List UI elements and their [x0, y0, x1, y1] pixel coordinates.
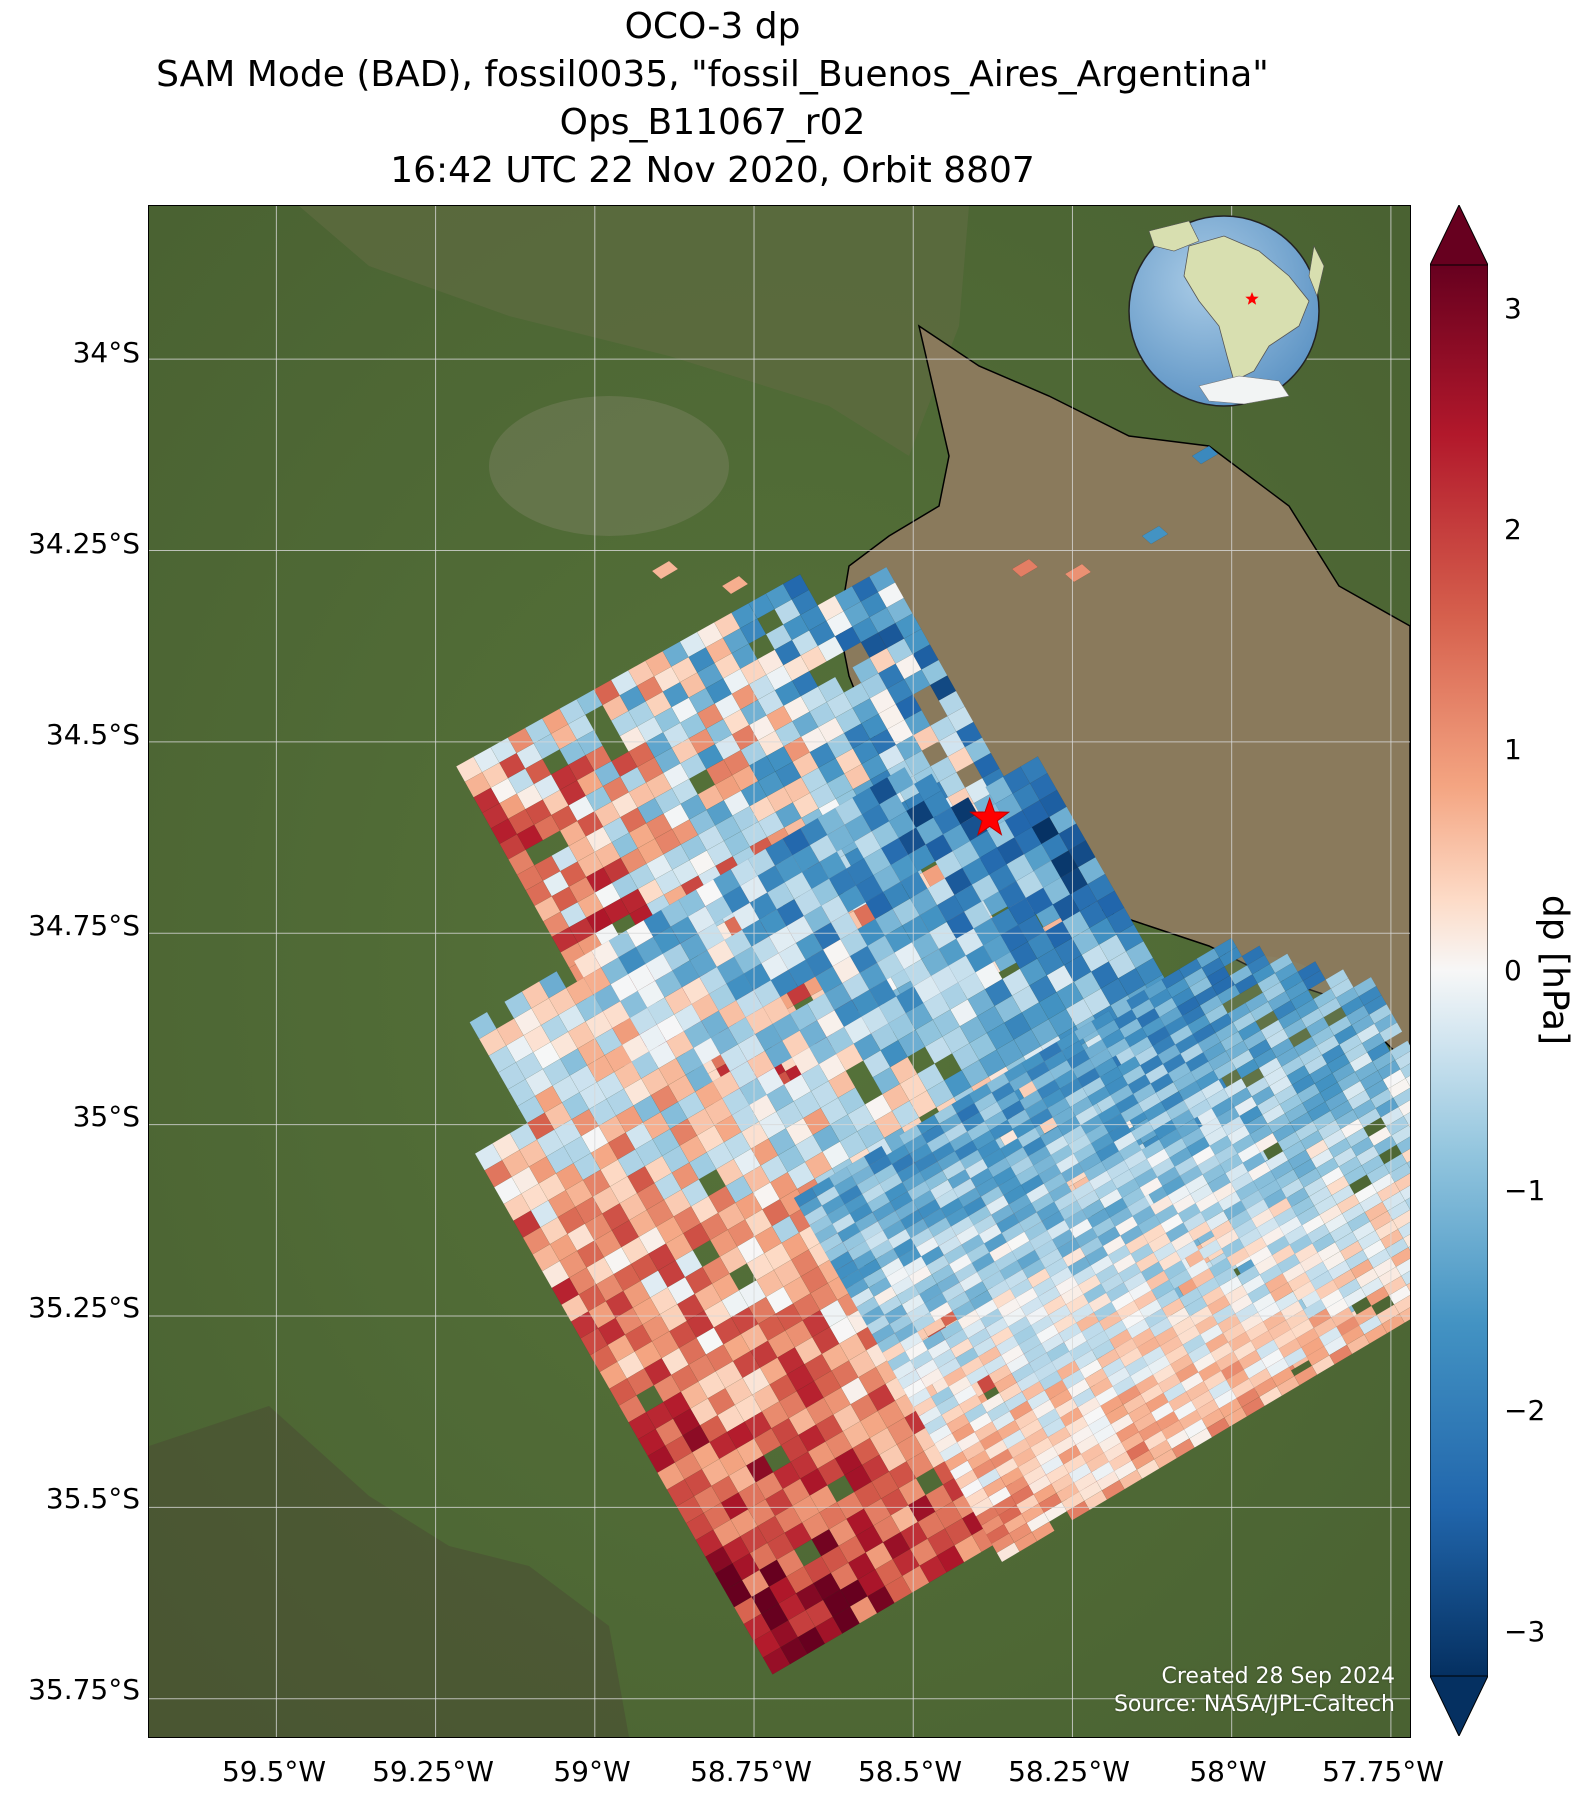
- sounding-cell: [1064, 563, 1092, 583]
- globe-target-star: [1245, 292, 1259, 305]
- sounding-cell: [1408, 1124, 1410, 1128]
- sounding-cell: [1404, 1197, 1410, 1210]
- lat-label-35-75s: 35.75°S: [28, 1673, 140, 1706]
- lat-label-35-5s: 35.5°S: [45, 1482, 140, 1515]
- colorbar-tick-label: 1: [1504, 733, 1522, 767]
- delta-wetland: [299, 206, 969, 456]
- sounding-cell: [1191, 445, 1219, 465]
- sounding-cell: [1141, 525, 1169, 545]
- colorbar-tick-label: −3: [1504, 1614, 1546, 1648]
- lon-label-57-75w: 57.75°W: [1322, 1755, 1444, 1788]
- sounding-cell: [651, 560, 679, 580]
- source-credit: Source: NASA/JPL-Caltech: [1113, 1692, 1395, 1717]
- sounding-cell: [721, 575, 749, 595]
- colorbar-tick-label: 2: [1504, 512, 1522, 546]
- globe-antarctica: [1198, 375, 1290, 405]
- lon-label-59-25w: 59.25°W: [372, 1755, 494, 1788]
- lat-label-34s: 34°S: [72, 336, 140, 369]
- lat-label-34-5s: 34.5°S: [45, 718, 140, 751]
- colorbar-tick-label: −2: [1504, 1394, 1546, 1428]
- lon-label-59w: 59°W: [553, 1755, 631, 1788]
- sounding-cell: [1408, 1246, 1410, 1251]
- salado-wetland: [149, 1406, 629, 1737]
- title-line-3: Ops_B11067_r02: [559, 102, 866, 143]
- lon-label-58-25w: 58.25°W: [1008, 1755, 1130, 1788]
- sounding-cell: [762, 1647, 791, 1675]
- sounding-swath-layer: [455, 445, 1410, 1675]
- colorbar-extend-bottom: [1430, 1675, 1488, 1736]
- urban-area-north: [489, 396, 729, 536]
- lat-label-35s: 35°S: [72, 1100, 140, 1133]
- sounding-cell: [1011, 558, 1039, 578]
- lon-label-58w: 58°W: [1189, 1755, 1267, 1788]
- map-canvas[interactable]: [149, 206, 1410, 1737]
- lon-label-58-75w: 58.75°W: [690, 1755, 812, 1788]
- globe-north-america: [1148, 220, 1200, 252]
- gridlines: [149, 206, 1410, 1737]
- colorbar-gradient: [1430, 264, 1488, 1677]
- globe-africa-edge: [1308, 245, 1325, 297]
- lon-label-59-5w: 59.5°W: [221, 1755, 327, 1788]
- created-date: Created 28 Sep 2024: [1161, 1664, 1396, 1689]
- rio-de-la-plata: [838, 324, 1410, 1068]
- title-line-1: OCO-3 dp: [624, 6, 801, 47]
- lon-label-58-5w: 58.5°W: [857, 1755, 963, 1788]
- colorbar-tick-label: 3: [1504, 292, 1522, 326]
- colorbar-extend-top: [1430, 205, 1488, 266]
- colorbar-tick-label: 0: [1504, 953, 1522, 987]
- title-line-2: SAM Mode (BAD), fossil0035, "fossil_Buen…: [156, 54, 1269, 95]
- sounding-cell: [996, 1542, 1020, 1563]
- colorbar-tick-label: −1: [1504, 1173, 1546, 1207]
- lat-label-34-25s: 34.25°S: [28, 527, 140, 560]
- lat-label-35-25s: 35.25°S: [28, 1291, 140, 1324]
- colorbar-label: dp [hPa]: [1534, 894, 1576, 1046]
- map-panel[interactable]: [148, 205, 1411, 1738]
- sounding-cell: [1406, 1160, 1410, 1169]
- sounding-cell: [1405, 1075, 1410, 1087]
- colorbar: [1430, 205, 1488, 1736]
- lat-label-34-75s: 34.75°S: [28, 909, 140, 942]
- globe-south-america: [1183, 235, 1310, 382]
- sounding-cell: [1406, 1282, 1410, 1292]
- target-location-star[interactable]: [969, 796, 1011, 836]
- title-line-4: 16:42 UTC 22 Nov 2020, Orbit 8807: [390, 150, 1035, 191]
- inset-globe: [1128, 215, 1325, 407]
